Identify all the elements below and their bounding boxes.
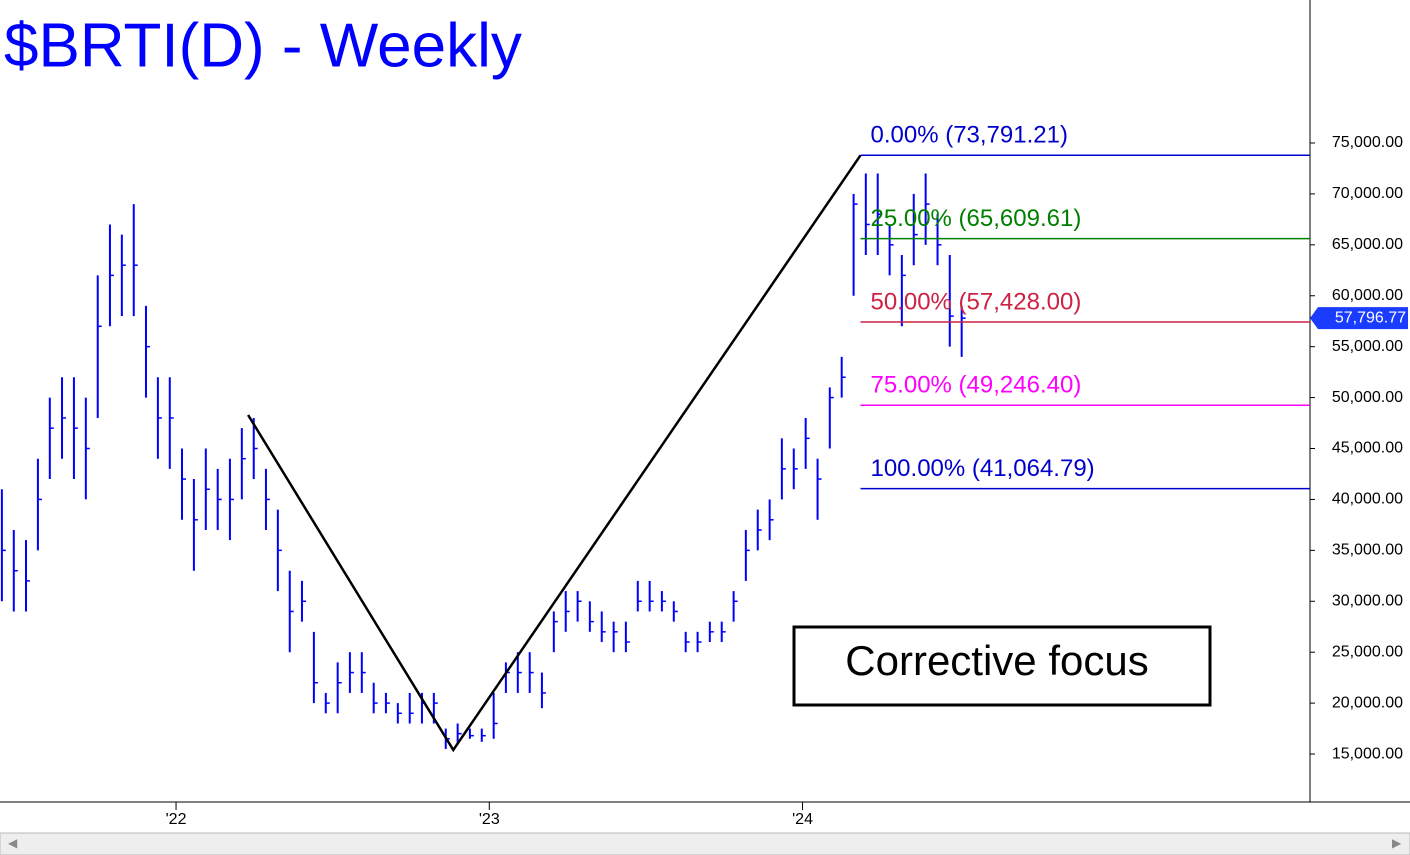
y-tick-label: 55,000.00 xyxy=(1332,338,1403,355)
scrollbar[interactable] xyxy=(0,832,1410,855)
x-tick-label: '24 xyxy=(792,811,813,828)
pattern-line xyxy=(247,154,862,753)
y-tick-label: 25,000.00 xyxy=(1332,643,1403,660)
y-tick-label: 65,000.00 xyxy=(1332,236,1403,253)
y-tick-label: 50,000.00 xyxy=(1332,389,1403,406)
y-tick-label: 75,000.00 xyxy=(1332,134,1403,151)
y-tick-label: 60,000.00 xyxy=(1332,287,1403,304)
x-tick-label: '23 xyxy=(479,811,500,828)
y-tick-label: 45,000.00 xyxy=(1332,440,1403,457)
x-tick-label: '22 xyxy=(166,811,187,828)
annotation: Corrective focus xyxy=(845,637,1148,684)
level-label: 75.00% (49,246.40) xyxy=(870,372,1081,399)
annotation-box xyxy=(792,625,1212,707)
y-tick-label: 15,000.00 xyxy=(1332,745,1403,762)
last-price-tag xyxy=(1310,307,1408,330)
y-tick-label: 30,000.00 xyxy=(1332,592,1403,609)
y-tick-label: 70,000.00 xyxy=(1332,185,1403,202)
chart-title: $BRTI(D) - Weekly xyxy=(4,11,522,80)
scroll-left[interactable]: ◀ xyxy=(8,836,18,850)
y-tick-label: 20,000.00 xyxy=(1332,694,1403,711)
last-price-label: 57,796.77 xyxy=(1335,309,1406,326)
y-tick-label: 40,000.00 xyxy=(1332,491,1403,508)
level-label: 0.00% (73,791.21) xyxy=(870,122,1067,149)
level-label: 50.00% (57,428.00) xyxy=(870,288,1081,315)
scroll-right[interactable]: ▶ xyxy=(1392,836,1402,850)
level-label: 100.00% (41,064.79) xyxy=(870,455,1094,482)
y-tick-label: 35,000.00 xyxy=(1332,542,1403,559)
level-label: 25.00% (65,609.61) xyxy=(870,205,1081,232)
